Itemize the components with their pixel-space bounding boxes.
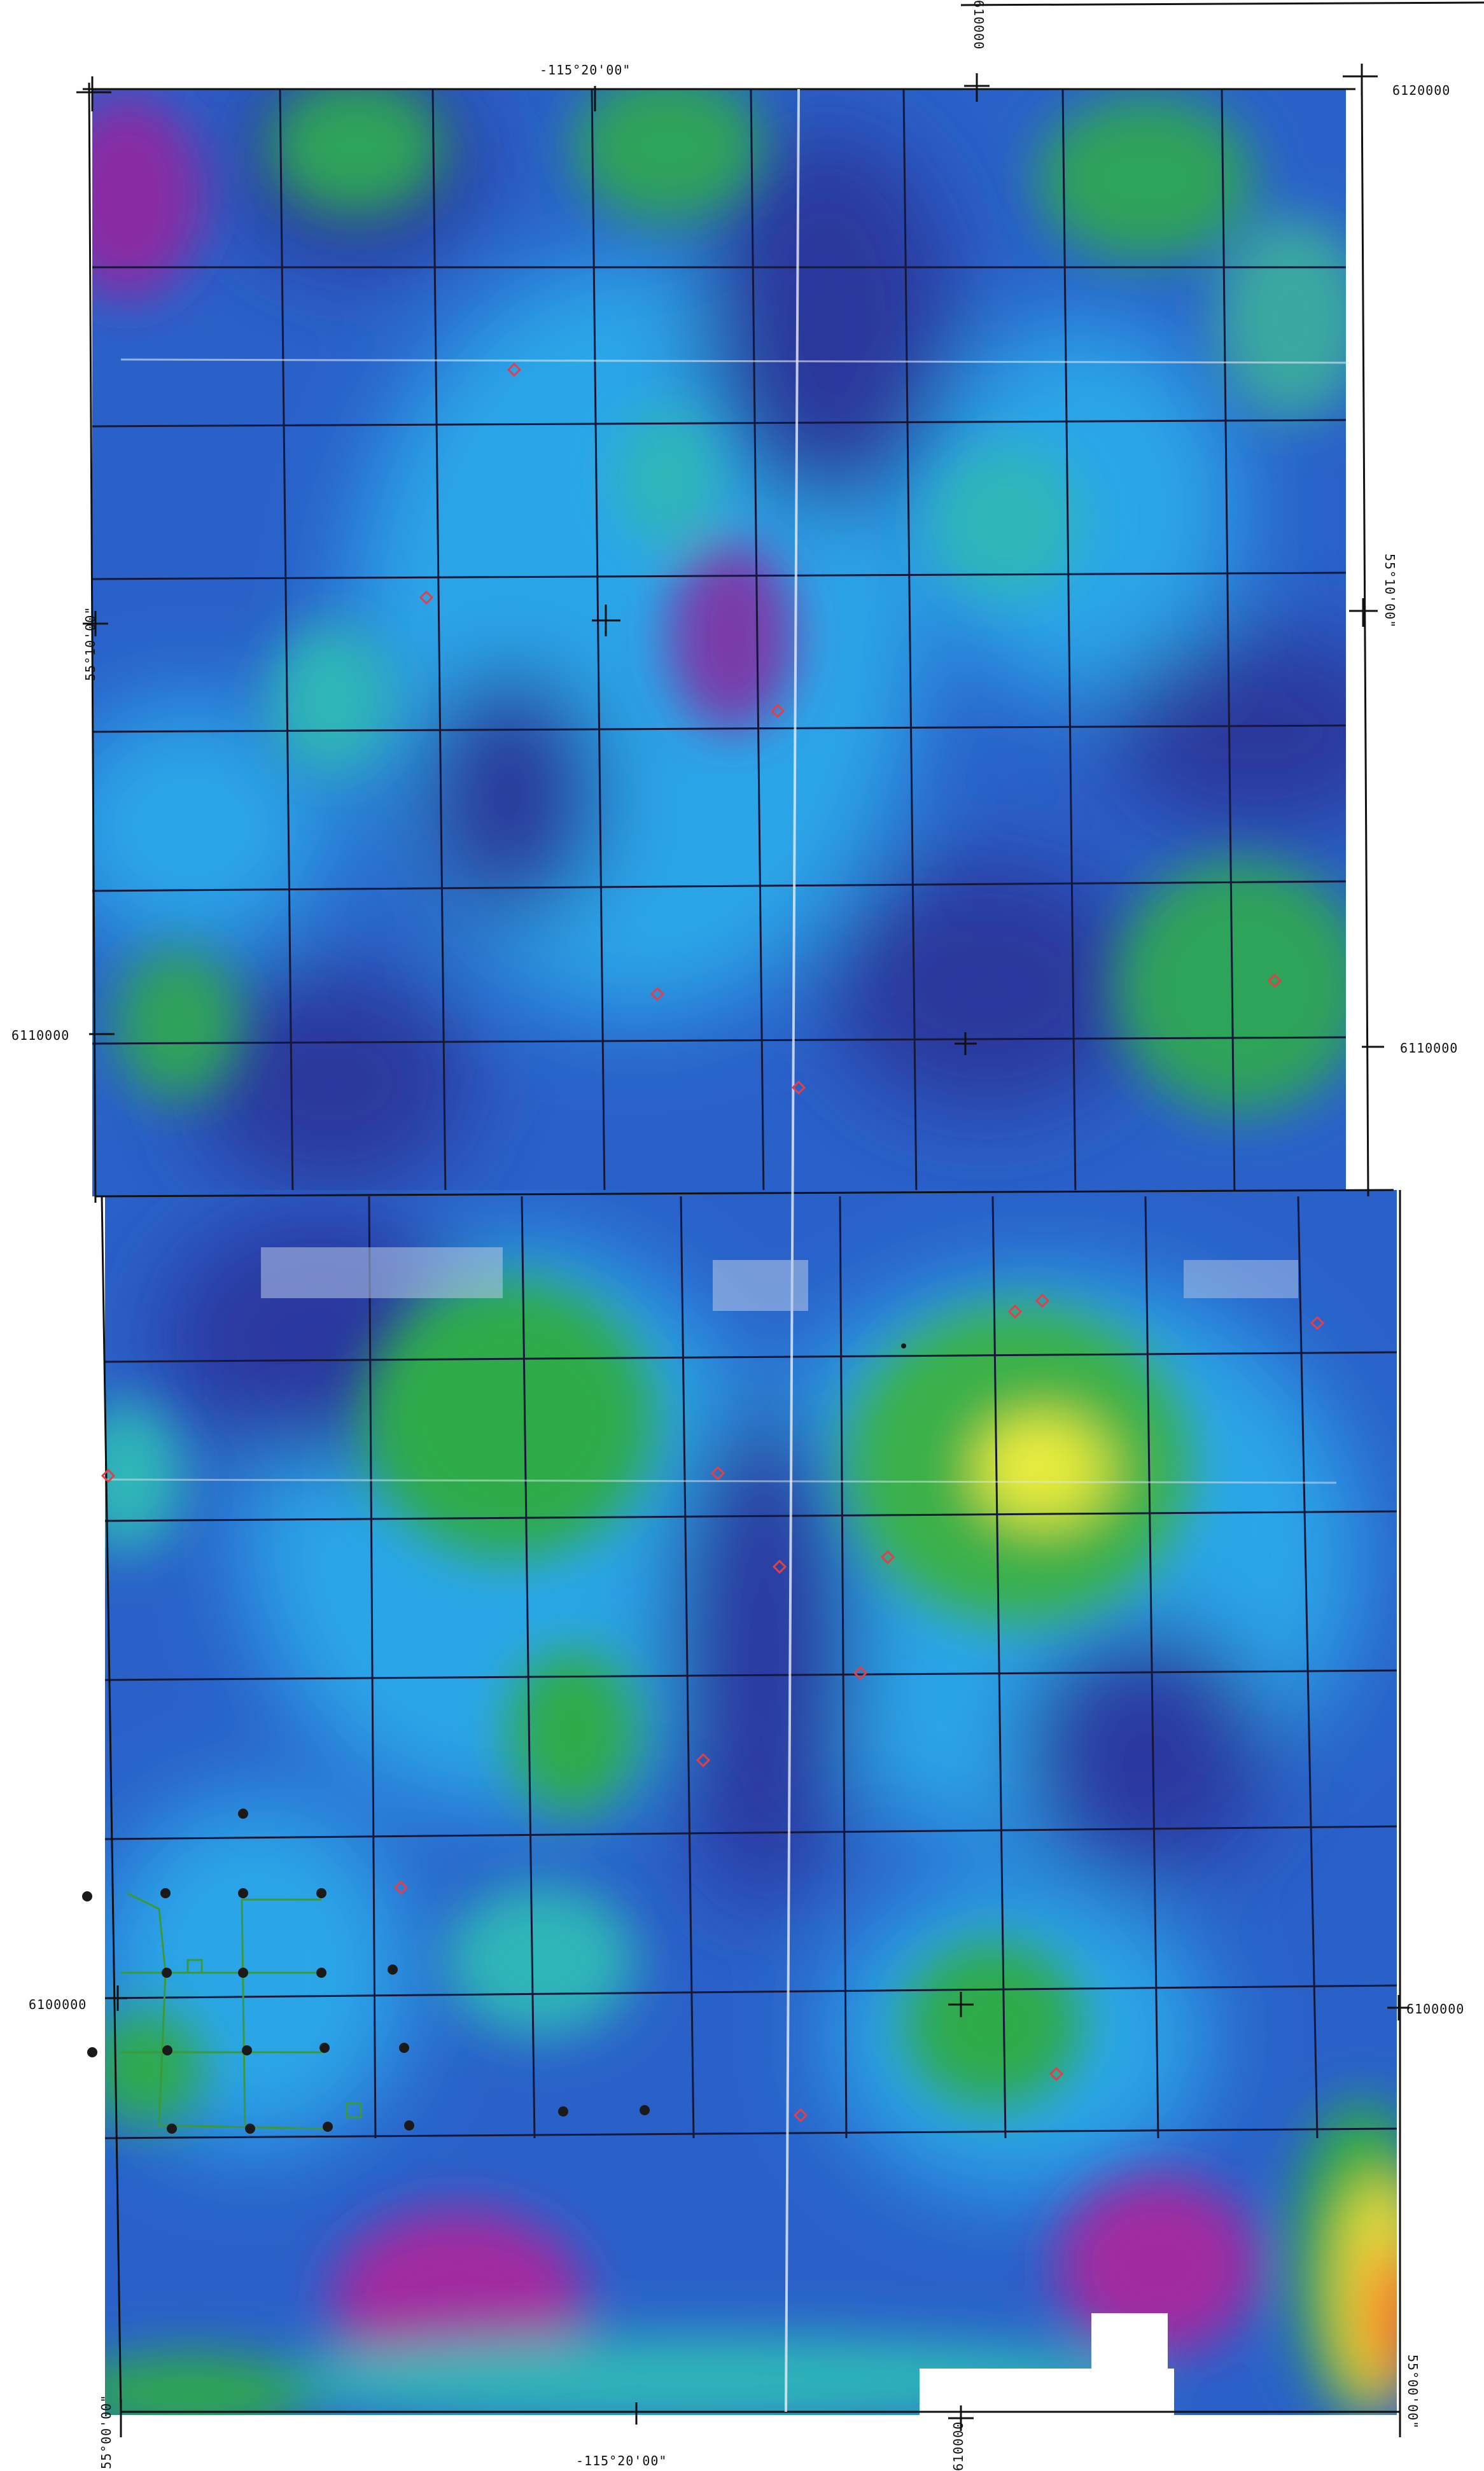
lat-label-left-mid: 55°10'00" [83, 606, 98, 681]
lat-label-left-bottom: 55°00'00" [99, 2394, 114, 2469]
lon-label-bottom: -115°20'00" [576, 2453, 668, 2468]
well-network [82, 1343, 906, 2134]
registration-marks [76, 64, 1410, 2437]
easting-label-top: 610000 [971, 0, 986, 50]
lat-label-right-bottom: 55°00'00" [1405, 2355, 1420, 2430]
northing-label-right-mid: 6110000 [1400, 1040, 1459, 1056]
station-markers [101, 362, 1325, 2123]
northing-label-right-low: 6100000 [1406, 2001, 1465, 2017]
northing-label-top-right: 6120000 [1392, 83, 1451, 98]
bottom-map-sheet [105, 1190, 1397, 2415]
northing-label-left-mid: 6110000 [11, 1028, 70, 1043]
fold-crease [785, 88, 800, 2412]
top-map-sheet [92, 89, 1346, 1196]
easting-label-bottom: 610000 [951, 2421, 966, 2471]
lat-label-right-mid: 55°10'00" [1382, 554, 1397, 629]
northing-label-left-low: 6100000 [29, 1997, 87, 2012]
lon-label-top: -115°20'00" [540, 62, 631, 78]
